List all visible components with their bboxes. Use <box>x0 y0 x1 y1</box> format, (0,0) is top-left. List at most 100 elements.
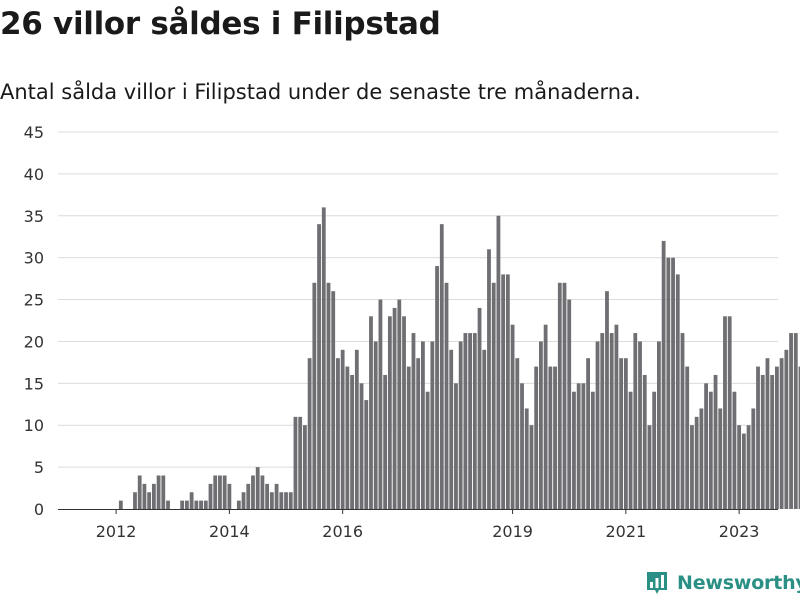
bar <box>336 358 340 509</box>
bar <box>118 500 123 509</box>
bar <box>713 374 718 509</box>
bar <box>543 324 548 509</box>
bar <box>760 374 765 509</box>
x-axis: 2012201420162019202120232025 <box>58 509 778 541</box>
bar <box>383 374 388 509</box>
bar <box>529 425 534 509</box>
bar <box>770 374 775 509</box>
bar <box>741 433 746 509</box>
bar <box>203 500 208 509</box>
bar <box>642 374 647 509</box>
bar <box>312 282 317 509</box>
x-tick-label: 2014 <box>209 522 250 541</box>
chart-title: 26 villor såldes i Filipstad <box>0 6 441 42</box>
bar <box>628 391 633 509</box>
bar <box>133 492 137 509</box>
bar <box>397 299 402 509</box>
bar <box>600 333 605 509</box>
bar <box>567 299 572 509</box>
brand-logo[interactable]: Newsworthy <box>645 570 800 596</box>
bar <box>213 475 218 509</box>
bar <box>638 341 642 509</box>
bar <box>487 249 491 510</box>
bar <box>194 500 199 509</box>
bar <box>416 358 421 509</box>
y-tick-label: 40 <box>24 165 44 184</box>
bar <box>468 333 472 509</box>
x-tick-label: 2019 <box>492 522 533 541</box>
bar <box>444 282 449 509</box>
bar <box>373 341 378 509</box>
x-tick-label: 2021 <box>606 522 647 541</box>
bar <box>793 333 798 509</box>
bar <box>180 500 185 509</box>
bar <box>449 349 454 509</box>
bar <box>218 475 222 509</box>
bar <box>661 240 666 509</box>
bar <box>307 358 312 509</box>
bar <box>539 341 543 509</box>
bar <box>572 391 576 509</box>
bar <box>255 467 260 509</box>
y-tick-label: 5 <box>34 458 44 477</box>
bar <box>156 475 161 509</box>
bar <box>666 257 671 509</box>
bar <box>227 483 232 509</box>
bar-chart: 0 5 10 15 20 25 30 35 40 45 2012 2014 2016 2019 2021 2… <box>24 123 800 541</box>
bar <box>595 341 600 509</box>
bar <box>581 383 586 509</box>
bar <box>765 358 770 509</box>
bar <box>657 341 661 509</box>
x-tick-label: 2023 <box>719 522 760 541</box>
bar <box>671 257 675 509</box>
bar <box>274 483 279 509</box>
bar <box>534 366 539 509</box>
y-tick-label: 15 <box>24 374 44 393</box>
bar <box>340 349 345 509</box>
bar <box>406 366 411 509</box>
bar <box>619 358 624 509</box>
bar <box>789 333 793 509</box>
bar <box>708 391 713 509</box>
bar <box>505 274 510 509</box>
bar <box>166 500 170 509</box>
bar <box>189 492 194 509</box>
bar <box>137 475 142 509</box>
bar <box>586 358 590 509</box>
bar <box>699 408 704 509</box>
bar <box>222 475 227 509</box>
bar <box>425 391 430 509</box>
bar <box>557 282 562 509</box>
bar <box>477 307 482 509</box>
bar <box>784 349 789 509</box>
bar <box>463 333 468 509</box>
bar <box>723 316 727 509</box>
bar <box>321 207 326 509</box>
bar <box>246 483 251 509</box>
bar <box>317 224 321 509</box>
bar <box>727 316 732 509</box>
bar <box>520 383 524 509</box>
bar <box>251 475 255 509</box>
bar <box>496 215 501 509</box>
bar <box>288 492 293 509</box>
bar <box>260 475 265 509</box>
bar <box>411 333 416 509</box>
bar <box>392 307 397 509</box>
bar <box>265 483 270 509</box>
bar <box>185 500 189 509</box>
bar <box>458 341 463 509</box>
bar <box>402 316 406 509</box>
bar <box>605 291 609 509</box>
bar <box>614 324 619 509</box>
bar <box>454 383 458 509</box>
bar <box>515 358 520 509</box>
bar <box>675 274 680 509</box>
bar <box>284 492 288 509</box>
bar <box>704 383 708 509</box>
bar <box>690 425 694 509</box>
y-tick-label: 20 <box>24 332 44 351</box>
bar <box>421 341 425 509</box>
y-axis: 0 5 10 15 20 25 30 35 40 45 <box>24 123 44 519</box>
bar <box>680 333 685 509</box>
